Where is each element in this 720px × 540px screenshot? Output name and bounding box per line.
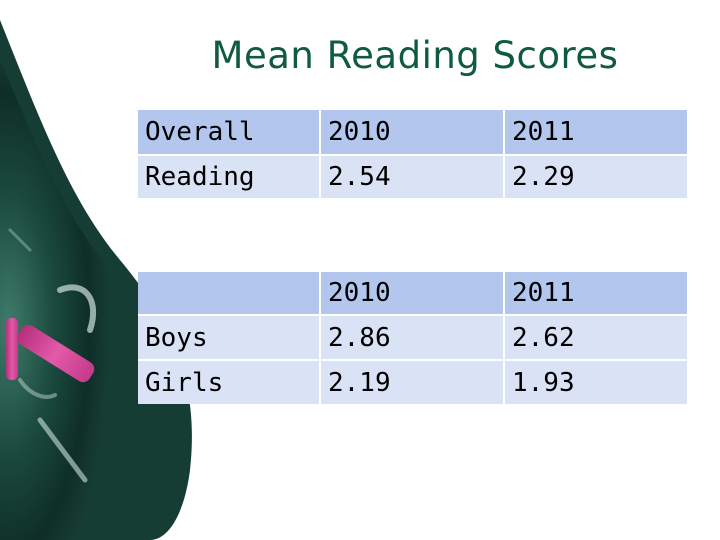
table-row: Boys 2.86 2.62 [138,316,687,361]
table-header-row: 2010 2011 [138,272,687,316]
table-cell: 2.19 [321,361,505,404]
overall-reading-table: Overall 2010 2011 Reading 2.54 2.29 [138,110,687,198]
table-cell: 2010 [321,110,505,156]
table-cell: 2.29 [505,156,687,198]
chalk-stick-pink [6,318,95,383]
table-cell: 2.62 [505,316,687,361]
table-header-row: Overall 2010 2011 [138,110,687,156]
slide-title: Mean Reading Scores [211,34,619,77]
table-cell [138,272,321,316]
table-cell: Boys [138,316,321,361]
gender-reading-table: 2010 2011 Boys 2.86 2.62 Girls 2.19 1.93 [138,272,687,404]
table-cell: 1.93 [505,361,687,404]
table-cell: 2.86 [321,316,505,361]
table-row: Girls 2.19 1.93 [138,361,687,404]
table-cell: 2011 [505,272,687,316]
table-cell: Reading [138,156,321,198]
table-cell: 2010 [321,272,505,316]
table-cell: 2011 [505,110,687,156]
table-cell: Overall [138,110,321,156]
table-cell: 2.54 [321,156,505,198]
table-cell: Girls [138,361,321,404]
table-row: Reading 2.54 2.29 [138,156,687,198]
